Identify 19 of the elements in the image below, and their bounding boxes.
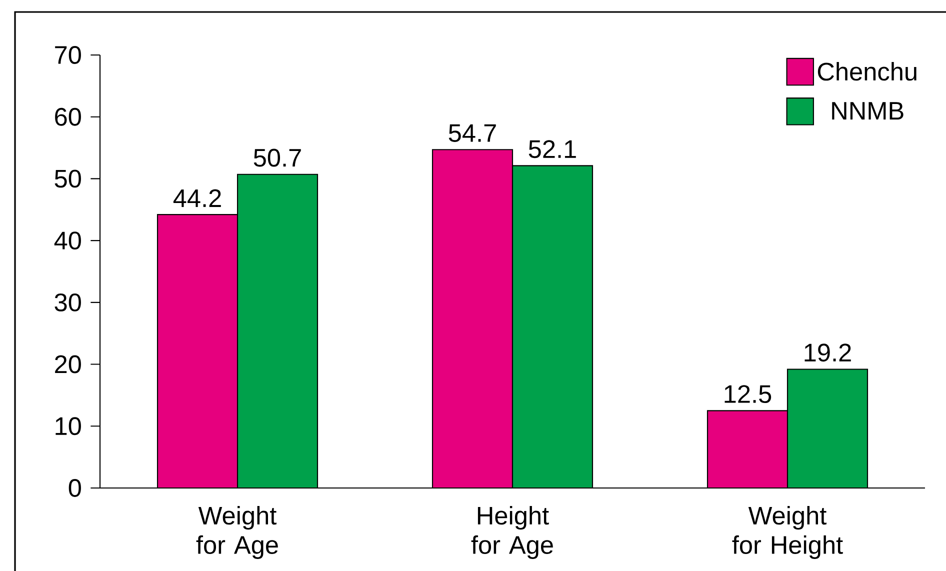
data-label: 44.2 — [173, 189, 221, 207]
data-label: 52.1 — [528, 140, 576, 158]
x-tick-label: Height for Age — [471, 506, 553, 559]
y-tick-label: 60 — [55, 108, 81, 126]
y-tick-label: 10 — [56, 417, 81, 436]
legend-label: Chenchu — [818, 62, 916, 81]
y-tick-label: 40 — [54, 232, 81, 250]
data-label: 12.5 — [724, 385, 772, 404]
y-tick-label: 20 — [55, 355, 81, 374]
data-label: 54.7 — [448, 124, 496, 142]
y-tick-label: 50 — [54, 170, 81, 188]
x-tick-label: Weight for Age — [196, 506, 278, 559]
legend-label: NNMB — [832, 102, 904, 120]
data-label: 19.2 — [804, 344, 851, 362]
data-label: 50.7 — [254, 148, 301, 167]
x-tick-label: Weight for Height — [732, 506, 843, 559]
y-tick-label: 0 — [68, 479, 81, 497]
y-tick-label: 30 — [54, 293, 81, 312]
y-tick-label: 70 — [55, 46, 81, 64]
